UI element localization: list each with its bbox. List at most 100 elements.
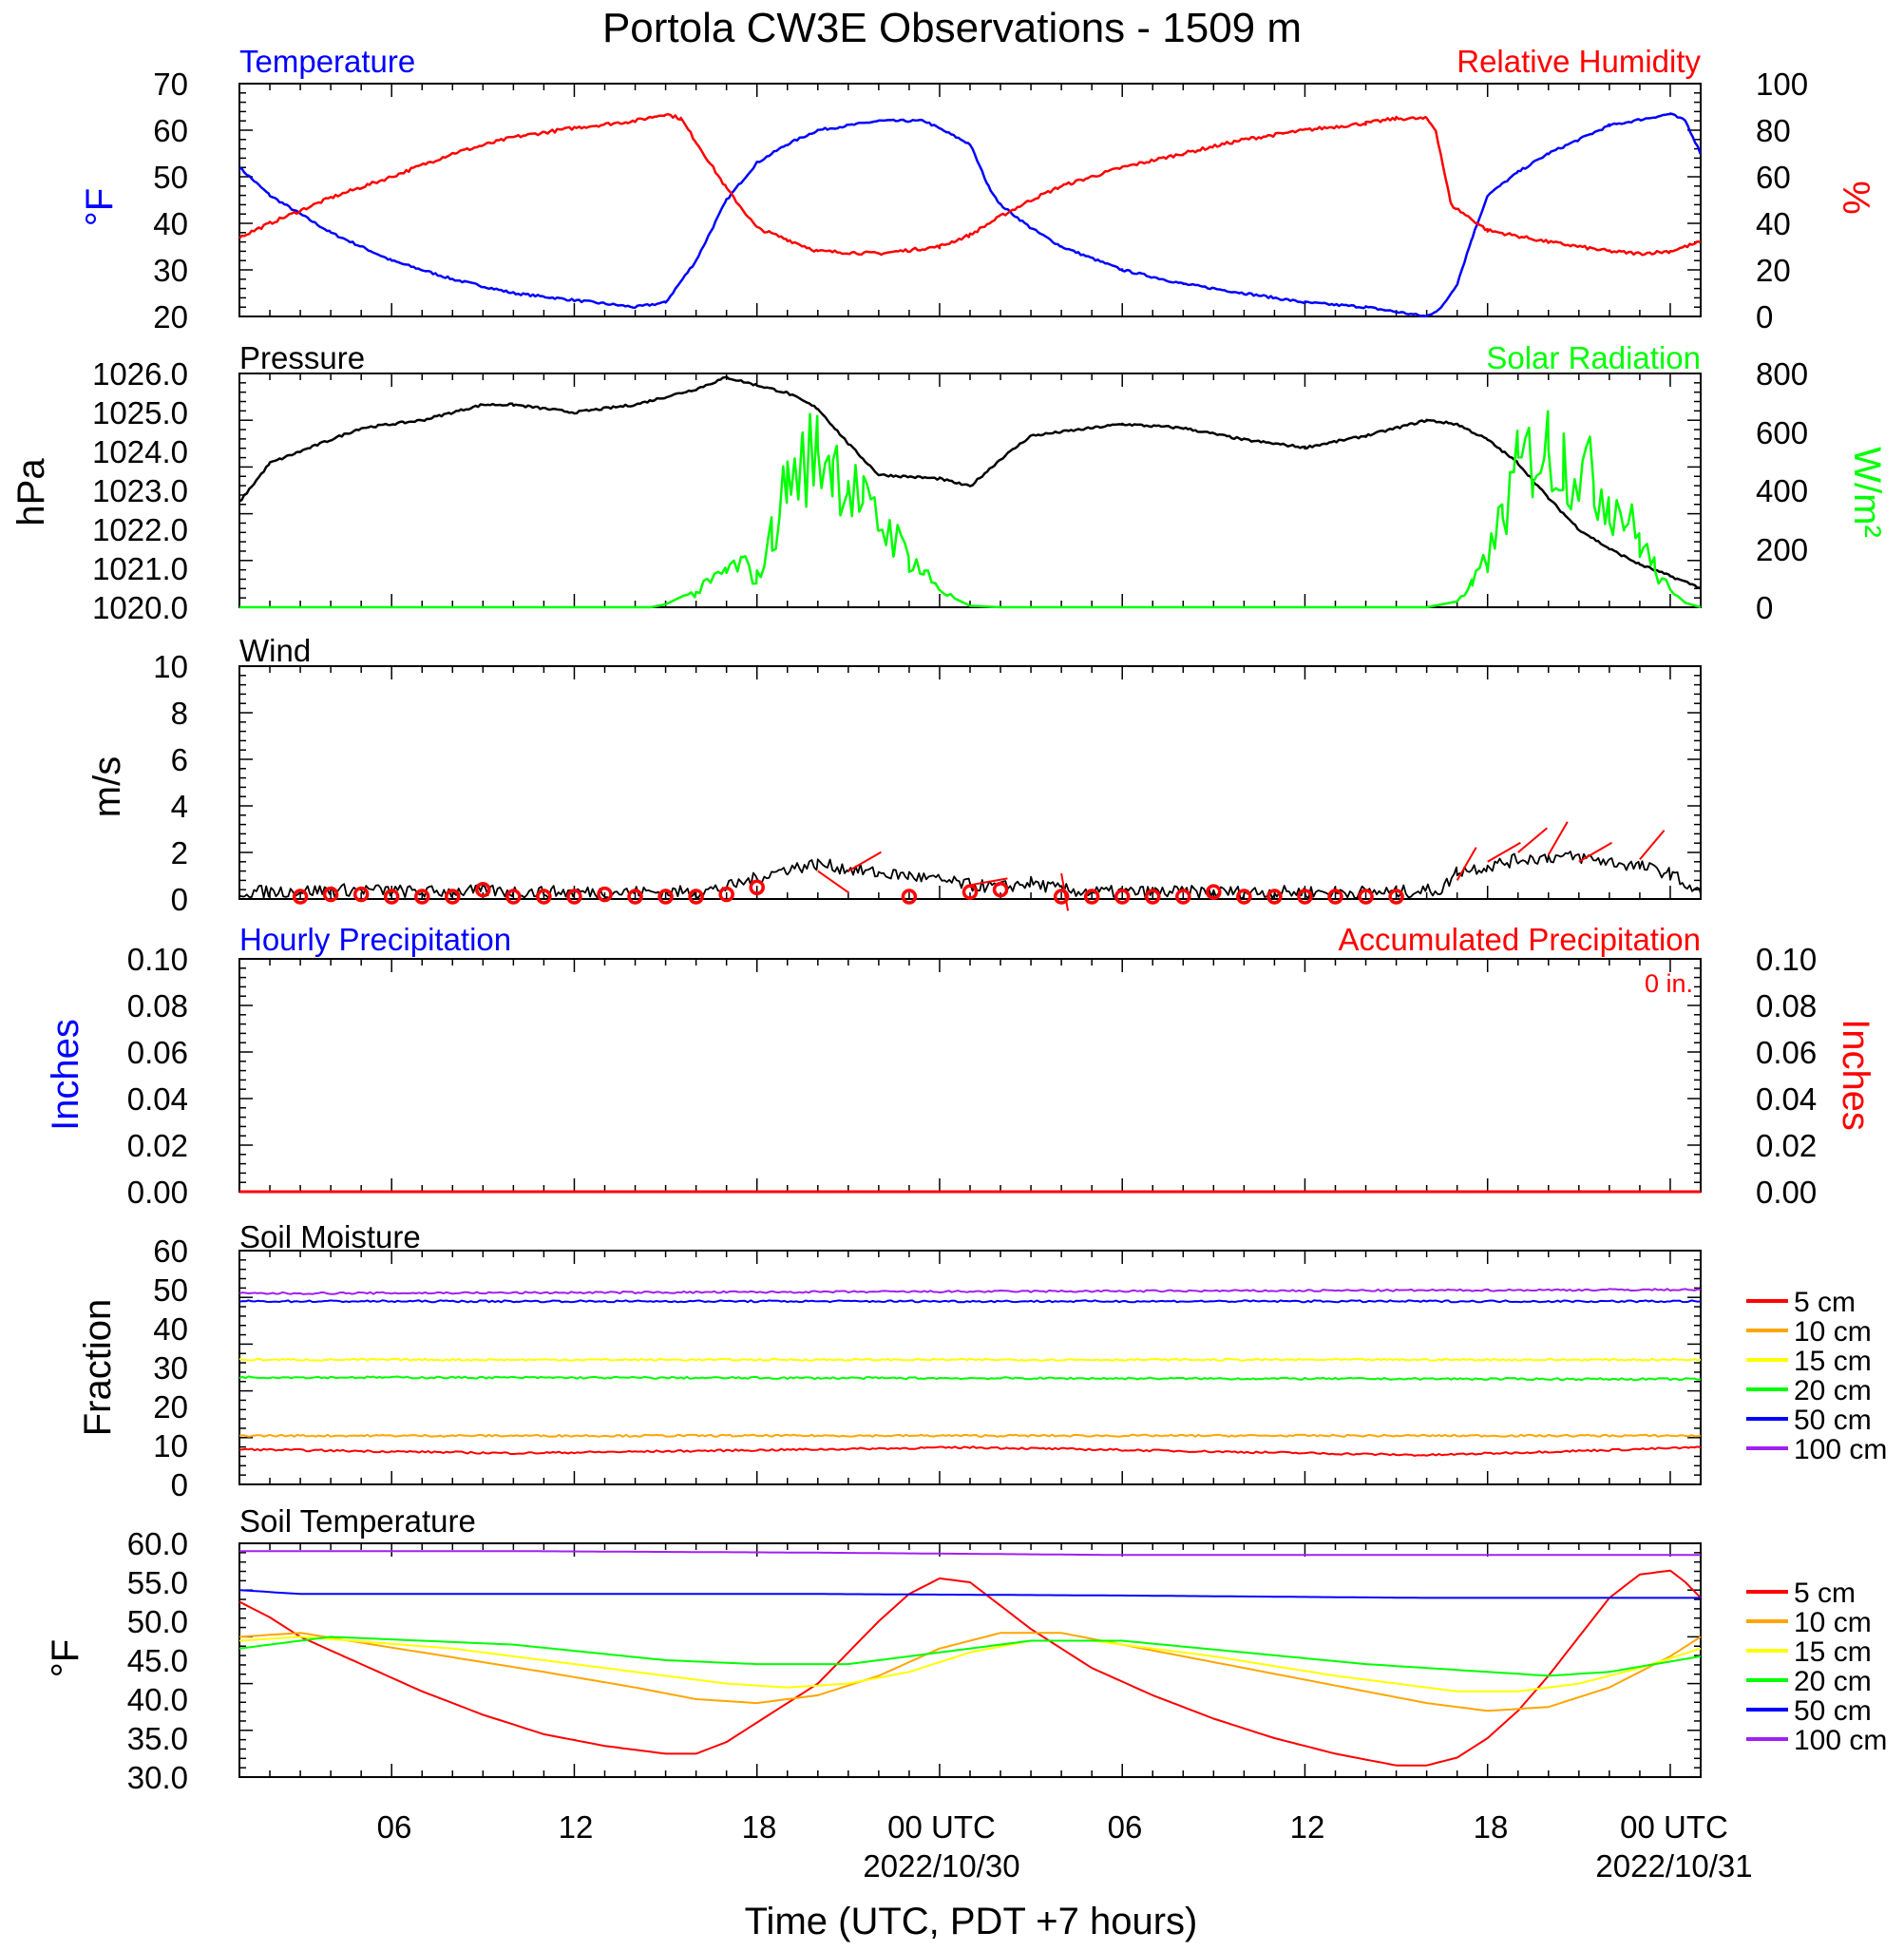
x-tick-label: 00 UTC	[1620, 1809, 1728, 1845]
y-tick-label: 1024.0	[92, 434, 188, 469]
y-tick-label: 20	[153, 299, 188, 335]
y-tick-label: 40.0	[127, 1682, 188, 1717]
temp-unit-label: °F	[79, 188, 121, 226]
panel-pressure-solar: Pressure Solar Radiation hPa W/m² 1026.0…	[10, 340, 1888, 625]
y-tick-label: 4	[171, 789, 188, 824]
wind-calm-marker	[901, 889, 918, 905]
x-tick-label: 18	[742, 1809, 777, 1845]
humidity-line	[238, 112, 1702, 257]
panel-wind: Wind m/s 10 8 6 4 2 0	[86, 633, 311, 917]
panel-soil-temp: Soil Temperature °F 60.0 55.0 50.0 45.0 …	[45, 1503, 1887, 1795]
y-tick-label: 0.10	[127, 942, 188, 977]
legend-label: 50 cm	[1794, 1695, 1872, 1727]
panel-precip: Hourly Precipitation Accumulated Precipi…	[45, 922, 1876, 1210]
wind-calm-marker	[1206, 884, 1222, 900]
y-tick-label: 1026.0	[92, 356, 188, 392]
x-date-label: 2022/10/31	[1595, 1848, 1752, 1884]
y-tick-label: 30	[153, 253, 188, 288]
wind-barb	[1487, 841, 1521, 863]
y-tick-label: 2	[171, 835, 188, 870]
wind-calm-marker	[1145, 889, 1161, 905]
wind-calm-marker	[1114, 889, 1131, 905]
y-tick-label: 20	[153, 1389, 188, 1425]
wind-calm-marker	[1236, 889, 1252, 905]
wind-barb	[969, 877, 1008, 887]
legend-label: 15 cm	[1794, 1346, 1872, 1377]
wind-calm-marker	[718, 886, 734, 903]
x-axis-label: Time (UTC, PDT +7 hours)	[745, 1901, 1198, 1942]
soil-moisture-unit-label: Fraction	[77, 1299, 119, 1437]
y-tick-label: 1021.0	[92, 551, 188, 586]
wind-barb	[817, 870, 850, 894]
humidity-title: Relative Humidity	[1457, 44, 1701, 79]
y-tick-label: 8	[171, 696, 188, 731]
wind-calm-marker	[657, 889, 674, 905]
y-tick-label: 1025.0	[92, 395, 188, 430]
y-tick-label: 50.0	[127, 1604, 188, 1639]
wind-calm-marker	[992, 881, 1009, 898]
y-tick-label: 60	[153, 113, 188, 148]
y-tick-label: 30.0	[127, 1760, 188, 1795]
hourly-precip-title: Hourly Precipitation	[239, 922, 511, 957]
y-tick-label: 60	[153, 1234, 188, 1269]
soil-temp-line	[239, 1550, 1701, 1557]
y2-tick-label: 20	[1756, 253, 1791, 288]
legend-label: 5 cm	[1794, 1578, 1856, 1609]
solar-title: Solar Radiation	[1486, 340, 1701, 375]
x-tick-label: 18	[1474, 1809, 1509, 1845]
y-tick-label: 10	[153, 1428, 188, 1463]
wind-calm-marker	[627, 889, 643, 905]
y-tick-label: 0	[171, 882, 188, 917]
y-tick-label: 1022.0	[92, 512, 188, 547]
soil-temp-line	[238, 1569, 1702, 1767]
y2-tick-label: 0.00	[1756, 1175, 1817, 1210]
wind-calm-marker	[475, 881, 491, 898]
plot-frame	[238, 665, 1702, 900]
y-tick-label: 50	[153, 1272, 188, 1308]
wind-calm-marker	[688, 889, 704, 905]
y2-tick-label: 100	[1756, 67, 1808, 102]
wind-barb	[1639, 830, 1666, 860]
y2-tick-label: 800	[1756, 356, 1808, 392]
y-tick-label: 0.04	[127, 1081, 188, 1117]
wind-calm-marker	[749, 879, 765, 895]
wind-calm-marker	[1175, 889, 1191, 905]
wind-calm-marker	[1388, 889, 1404, 905]
plot-frame	[238, 958, 1702, 1193]
y2-tick-label: 40	[1756, 206, 1791, 241]
y2-tick-label: 0	[1756, 590, 1773, 625]
solar-radiation-line	[239, 410, 1702, 609]
plot-frame	[238, 373, 1702, 608]
y2-tick-label: 0.06	[1756, 1035, 1817, 1070]
x-tick-label: 00 UTC	[887, 1809, 996, 1845]
x-tick-label: 12	[559, 1809, 594, 1845]
wind-calm-marker	[962, 884, 979, 900]
legend-label: 10 cm	[1794, 1607, 1872, 1638]
y-tick-label: 55.0	[127, 1565, 188, 1600]
y2-tick-label: 0	[1756, 299, 1773, 335]
y-tick-label: 1020.0	[92, 590, 188, 625]
y-tick-label: 30	[153, 1350, 188, 1386]
wind-calm-marker	[1266, 889, 1283, 905]
wind-calm-marker	[566, 889, 582, 905]
soil-moisture-line	[238, 1357, 1702, 1362]
pressure-title: Pressure	[239, 340, 365, 375]
soil-temp-line	[238, 1635, 1702, 1677]
legend-label: 20 cm	[1794, 1666, 1872, 1697]
y-tick-label: 0.02	[127, 1128, 188, 1163]
wind-calm-marker	[597, 886, 613, 903]
soil-temp-title: Soil Temperature	[239, 1503, 476, 1539]
soil-moisture-line	[238, 1288, 1702, 1295]
soil-temp-line	[238, 1632, 1702, 1712]
y-tick-label: 0.06	[127, 1035, 188, 1070]
legend-label: 15 cm	[1794, 1636, 1872, 1668]
accum-precip-total: 0 in.	[1645, 969, 1693, 998]
wind-barb	[1517, 827, 1549, 853]
legend-label: 100 cm	[1794, 1725, 1887, 1756]
soil-moisture-line	[238, 1433, 1702, 1438]
soil-moisture-line	[238, 1299, 1702, 1304]
soil-moisture-line	[238, 1445, 1702, 1457]
y-tick-label: 0.08	[127, 988, 188, 1023]
x-tick-label: 06	[1108, 1809, 1143, 1845]
y2-tick-label: 400	[1756, 473, 1808, 508]
